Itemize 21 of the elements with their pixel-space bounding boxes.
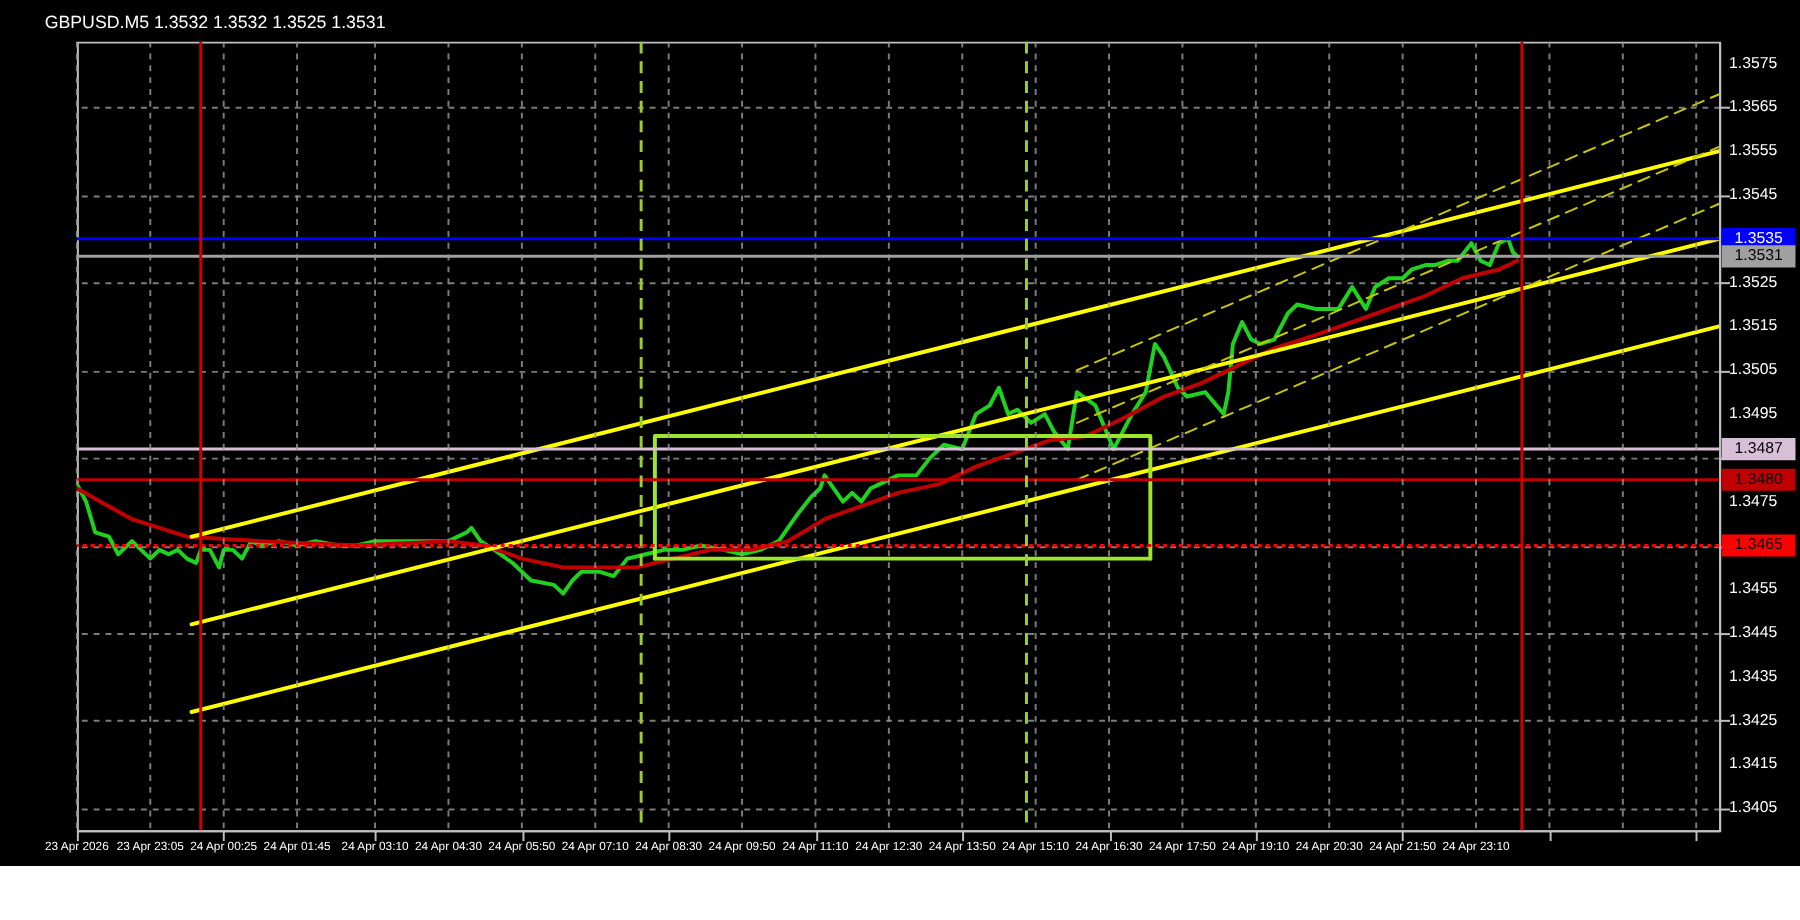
y-tick-label: 1.3505 (1729, 360, 1779, 379)
ref-line-label: 1.3480 (1734, 469, 1784, 488)
y-tick-label: 1.3445 (1729, 623, 1779, 642)
ref-line-label: 1.3465 (1734, 535, 1784, 554)
ref-line-label: 1.3531 (1734, 246, 1783, 265)
y-tick-label: 1.3455 (1729, 579, 1779, 598)
y-tick-label: 1.3495 (1729, 403, 1779, 422)
y-tick-label: 1.3425 (1729, 710, 1779, 729)
y-tick-label: 1.3475 (1729, 491, 1779, 510)
y-tick-label: 1.3405 (1729, 798, 1779, 817)
ref-line-label: 1.3487 (1734, 439, 1783, 458)
y-tick-label: 1.3575 (1729, 53, 1779, 72)
y-tick-label: 1.3565 (1729, 97, 1779, 116)
chart-title: GBPUSD.M5 1.3532 1.3532 1.3525 1.3531 (44, 12, 386, 33)
y-tick-label: 1.3415 (1729, 754, 1779, 773)
y-tick-label: 1.3545 (1729, 184, 1779, 203)
y-tick-label: 1.3515 (1729, 316, 1779, 335)
y-tick-label: 1.3555 (1729, 141, 1779, 160)
y-tick-label: 1.3525 (1729, 272, 1779, 291)
y-tick-label: 1.3435 (1729, 666, 1779, 685)
ref-line-label: 1.3535 (1734, 228, 1784, 247)
